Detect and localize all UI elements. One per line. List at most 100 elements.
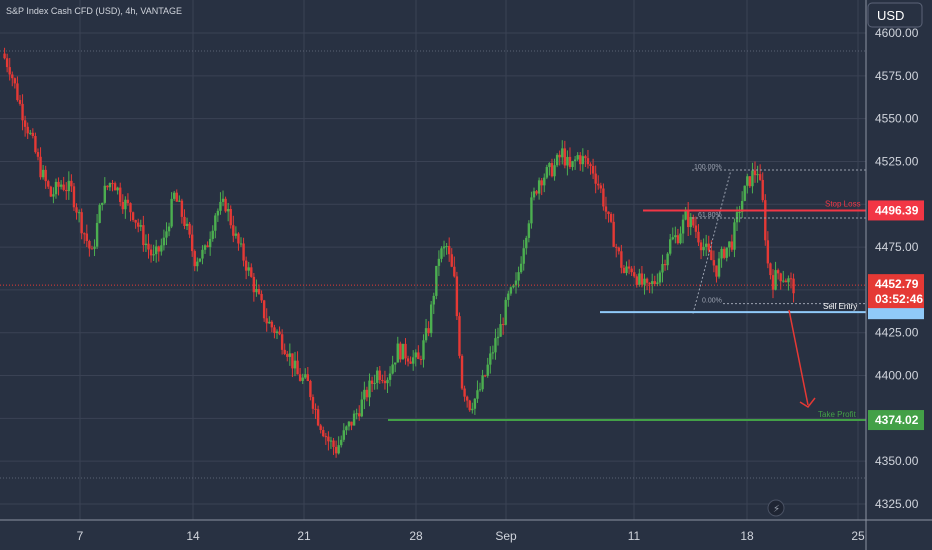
candle	[579, 152, 582, 171]
currency-button[interactable]: USD	[867, 2, 923, 28]
candle	[589, 162, 592, 175]
candle	[334, 440, 338, 458]
candle-body	[103, 185, 106, 203]
candle	[638, 268, 641, 287]
candle	[219, 192, 222, 215]
candle-body	[774, 270, 777, 290]
candle-body	[617, 247, 620, 252]
candle-body	[62, 184, 65, 190]
candle-body	[3, 53, 6, 59]
candle-body	[491, 352, 495, 354]
price-tick-label: 4600.00	[875, 26, 919, 40]
candle	[378, 365, 381, 384]
candle-body	[535, 191, 538, 194]
candle	[792, 273, 795, 303]
candle-body	[98, 205, 101, 223]
candle-body	[167, 226, 171, 232]
candle	[309, 379, 312, 401]
replay-icon[interactable]: ⚡	[767, 499, 785, 517]
candle-body	[722, 248, 726, 258]
candle-body	[121, 201, 124, 210]
candle	[301, 373, 304, 385]
candle-body	[630, 268, 633, 273]
candle-body	[656, 282, 659, 284]
candle-body	[776, 270, 780, 274]
candle	[494, 328, 497, 360]
take-profit-price-tag[interactable]: 4374.02	[868, 410, 924, 431]
candle	[131, 211, 135, 222]
candle-body	[584, 156, 587, 159]
candle-body	[550, 163, 554, 177]
time-tick-label: 21	[297, 529, 311, 543]
candle-body	[360, 399, 363, 417]
candle-body	[440, 248, 443, 259]
candle	[514, 272, 518, 294]
candle	[658, 270, 662, 286]
candle	[345, 425, 348, 435]
candle	[185, 217, 189, 231]
candle	[522, 239, 525, 271]
time-tick-label: 14	[186, 529, 200, 543]
candle	[57, 177, 60, 196]
candle-body	[576, 155, 579, 160]
candle	[34, 132, 37, 154]
candle-body	[376, 370, 379, 383]
time-axis[interactable]: 7 14 21 28 Sep 11 18 25	[0, 519, 932, 543]
candle	[268, 316, 271, 324]
candle	[535, 189, 538, 196]
candle	[563, 140, 567, 169]
candle-body	[540, 180, 543, 186]
candle-body	[383, 380, 387, 384]
candle-body	[345, 426, 348, 431]
candle	[758, 164, 762, 181]
candle	[13, 77, 17, 89]
candle	[704, 234, 708, 257]
candle	[49, 185, 53, 198]
candle	[250, 263, 253, 278]
stop-loss-price-tag[interactable]: 4496.39	[868, 200, 924, 221]
candle	[573, 156, 577, 170]
candle	[224, 196, 227, 213]
candle	[776, 268, 780, 280]
candle	[681, 214, 685, 244]
candle-body	[548, 163, 551, 168]
candle	[468, 399, 471, 412]
candle	[178, 195, 181, 203]
candle	[103, 177, 106, 205]
candle-body	[147, 243, 150, 250]
candle-body	[160, 245, 163, 252]
candle	[201, 245, 204, 265]
candle-body	[661, 263, 664, 273]
candle-body	[465, 396, 469, 401]
candle-body	[221, 198, 225, 202]
candle-body	[666, 253, 669, 266]
candle	[684, 207, 687, 221]
candle	[586, 149, 590, 169]
price-axis[interactable]: 4325.00 4350.00 4400.00 4425.00 4475.00 4525.…	[865, 0, 924, 550]
candle	[358, 405, 361, 421]
candle	[630, 266, 633, 277]
candle	[298, 368, 302, 382]
candle-body	[597, 183, 600, 186]
candle-body	[517, 272, 520, 281]
candle	[26, 122, 29, 140]
candle	[41, 165, 45, 180]
candle-body	[306, 374, 310, 381]
candle-body	[234, 233, 238, 236]
candle-body	[391, 364, 394, 374]
candle-body	[602, 188, 605, 207]
candle	[442, 240, 446, 257]
candle-body	[334, 446, 338, 454]
candle	[774, 261, 777, 291]
candle-body	[609, 214, 613, 222]
candle-body	[406, 358, 410, 362]
candle	[314, 403, 317, 419]
sell-entry-price-tag[interactable]	[868, 307, 924, 320]
candle-body	[229, 209, 232, 226]
take-profit-price-tag-text: 4374.02	[875, 413, 919, 427]
candle	[311, 394, 315, 414]
candle	[8, 58, 11, 81]
